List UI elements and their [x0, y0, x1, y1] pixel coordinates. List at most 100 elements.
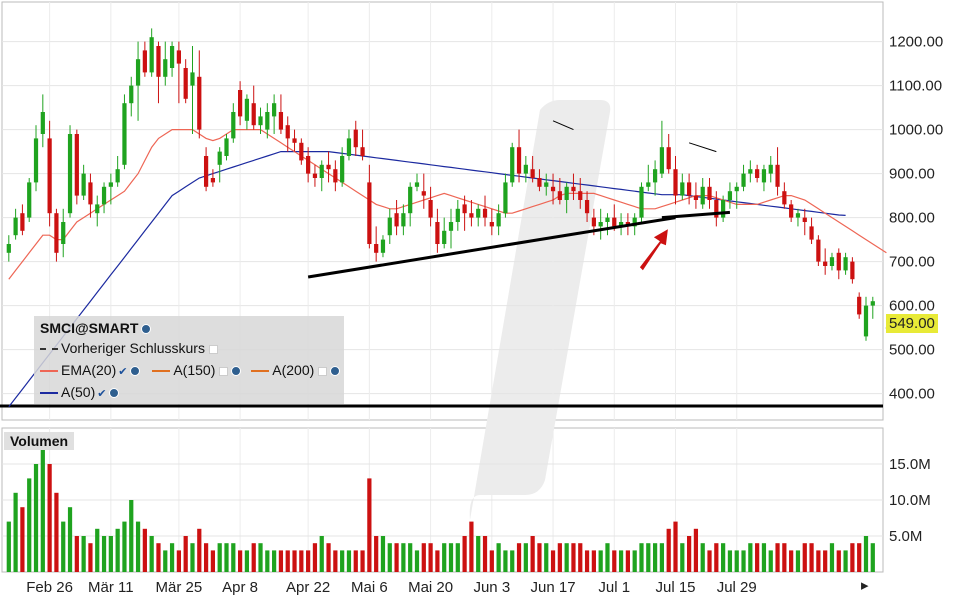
- volume-bar: [646, 543, 651, 572]
- candle-body: [530, 169, 535, 178]
- x-tick-label: Jul 15: [655, 579, 695, 596]
- a200-swatch: [251, 370, 270, 373]
- candle-body: [646, 182, 651, 187]
- candle-body: [374, 244, 379, 253]
- volume-bar: [789, 550, 794, 572]
- candle-body: [476, 208, 481, 218]
- candle-body: [203, 156, 209, 187]
- volume-bar: [476, 536, 481, 572]
- candle-body: [414, 182, 420, 187]
- candle-body: [455, 208, 460, 222]
- info-icon[interactable]: [231, 366, 242, 377]
- info-icon[interactable]: [109, 388, 120, 399]
- candle-body: [605, 217, 610, 222]
- scroll-right-icon[interactable]: ▸: [861, 577, 869, 594]
- volume-bar: [203, 543, 209, 572]
- candle-body: [265, 112, 270, 130]
- volume-title: Volumen: [4, 432, 75, 450]
- volume-bar: [829, 543, 835, 572]
- volume-bar: [217, 543, 222, 572]
- x-tick-label: Jun 17: [531, 579, 576, 596]
- candle-body: [108, 182, 113, 187]
- volume-bar: [680, 543, 685, 572]
- volume-bar: [67, 507, 73, 572]
- a50-label: A(50): [61, 384, 96, 400]
- volume-bar: [414, 550, 420, 572]
- volume-bar: [469, 521, 474, 572]
- volume-bar: [462, 536, 467, 572]
- candle-body: [557, 191, 562, 200]
- candle-body: [299, 142, 304, 161]
- candle-body: [40, 112, 45, 134]
- volume-bar: [748, 543, 753, 572]
- volume-bar: [61, 521, 66, 572]
- volume-bar: [612, 550, 617, 572]
- candle-body: [20, 213, 25, 231]
- candle-body: [81, 173, 86, 196]
- check-icon[interactable]: ✔: [118, 366, 128, 378]
- x-tick-label: Feb 26: [26, 579, 73, 596]
- candle-body: [632, 217, 637, 227]
- volume-bar: [142, 528, 147, 572]
- volume-bar: [639, 543, 644, 572]
- legend-prev-close: Vorheriger Schlusskurs: [40, 338, 218, 358]
- candle-body: [190, 72, 195, 86]
- candle-body: [714, 200, 719, 218]
- candle-body: [285, 125, 290, 139]
- volume-bar: [6, 521, 11, 572]
- volume-bar: [265, 550, 270, 572]
- toggle-box[interactable]: [219, 366, 229, 376]
- trendline: [307, 216, 676, 279]
- candle-body: [380, 239, 386, 253]
- candle-body: [734, 186, 739, 192]
- volume-bar: [442, 543, 447, 572]
- volume-bar: [421, 543, 426, 572]
- volume-bar: [496, 543, 501, 572]
- candle-body: [591, 217, 596, 227]
- volume-bar: [584, 550, 590, 572]
- candle-body: [721, 200, 726, 218]
- y-tick-label: 700.00: [889, 254, 935, 271]
- volume-bar: [278, 550, 284, 572]
- candle-body: [367, 182, 372, 244]
- x-tick-label: Mai 20: [408, 579, 453, 596]
- candle-body: [210, 178, 216, 183]
- candle-body: [435, 222, 440, 244]
- candle-body: [571, 186, 576, 192]
- x-tick-label: Mai 6: [351, 579, 388, 596]
- volume-bar: [244, 550, 250, 572]
- volume-bar: [74, 536, 79, 572]
- info-icon[interactable]: [330, 366, 341, 377]
- candle-body: [482, 208, 488, 218]
- volume-bar: [251, 543, 256, 572]
- volume-bar: [95, 528, 100, 572]
- candle-body: [360, 147, 365, 156]
- info-icon[interactable]: [130, 366, 141, 377]
- candle-body: [775, 164, 780, 187]
- candle-body: [33, 138, 39, 183]
- volume-bar: [272, 550, 277, 572]
- candle-body: [95, 204, 100, 214]
- candle-body: [340, 156, 345, 183]
- candle-body: [183, 68, 188, 99]
- toggle-box[interactable]: [208, 344, 218, 354]
- candle-body: [687, 182, 692, 196]
- watermark-logo: [469, 100, 611, 520]
- check-icon[interactable]: ✔: [97, 388, 107, 400]
- volume-bar: [108, 536, 113, 572]
- ema-swatch: [40, 370, 58, 373]
- candle-body: [768, 164, 773, 174]
- volume-bar: [428, 543, 433, 572]
- candle-body: [326, 164, 331, 170]
- volume-bar: [306, 550, 311, 572]
- volume-bar: [448, 543, 454, 572]
- volume-bar: [210, 550, 216, 572]
- toggle-box[interactable]: [318, 366, 328, 376]
- ema20-line: [8, 129, 887, 280]
- candle-body: [863, 305, 869, 337]
- volume-bar: [101, 536, 107, 572]
- info-icon[interactable]: [141, 324, 152, 335]
- volume-bar: [169, 543, 175, 572]
- candle-body: [680, 182, 685, 196]
